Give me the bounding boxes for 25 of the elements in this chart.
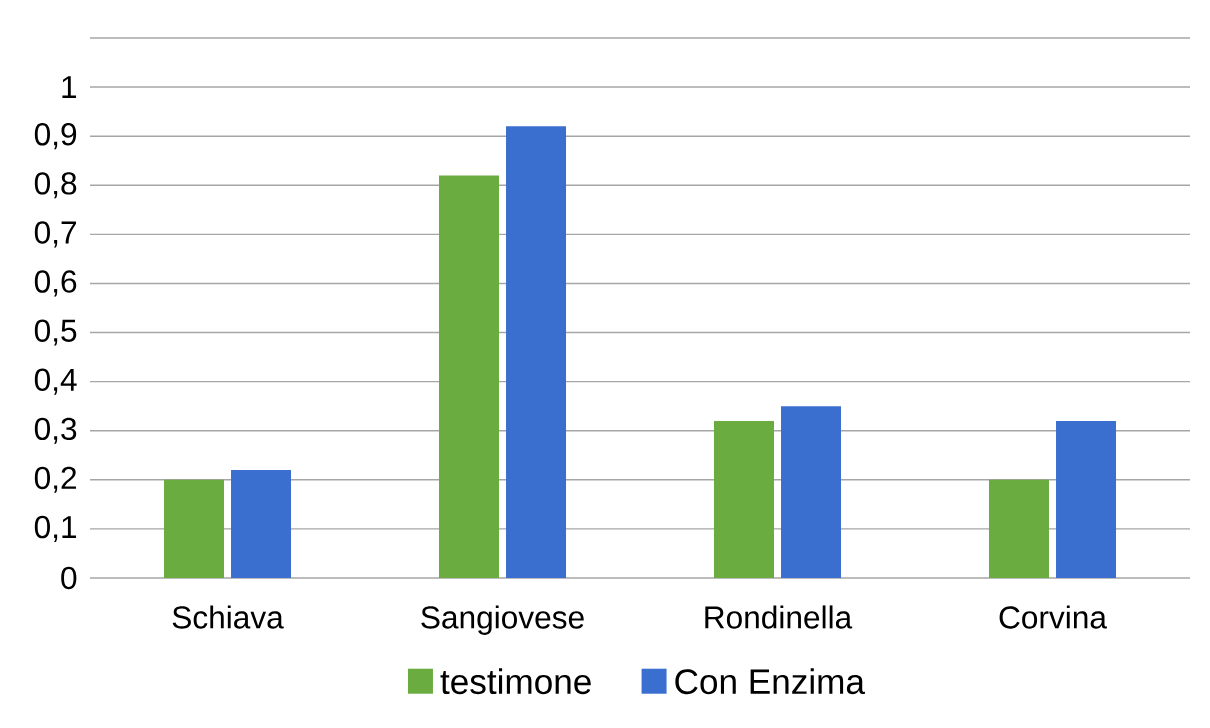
y-tick-label: 0,2 [34,466,76,493]
bar [1056,420,1117,578]
x-tick-label: Corvina [999,605,1107,629]
y-tick-label: 0,7 [34,221,76,248]
x-tick-label: Rondinella [705,605,853,629]
x-tick-label: Schiava [172,605,284,629]
x-tick-label: Sangiovese [421,605,584,635]
y-tick-label: 1 [62,76,77,98]
y-tick-label: 0,1 [34,515,77,542]
legend-label: testimone [440,668,591,695]
y-tick-label: 0,6 [34,270,77,297]
bar [231,469,292,578]
bar [164,479,224,578]
bar [988,479,1049,578]
bar [781,406,842,578]
y-tick-label: 0 [61,566,77,590]
y-tick-label: 0,4 [34,368,77,395]
bar [438,175,499,578]
y-tick-label: 0,9 [34,123,77,150]
legend-label: Con Enzima [675,668,865,695]
bar [506,126,567,578]
bar [713,420,774,578]
y-tick-label: 0,8 [34,172,77,199]
y-tick-label: 0,5 [34,319,77,346]
y-tick-label: 0,3 [34,417,77,444]
